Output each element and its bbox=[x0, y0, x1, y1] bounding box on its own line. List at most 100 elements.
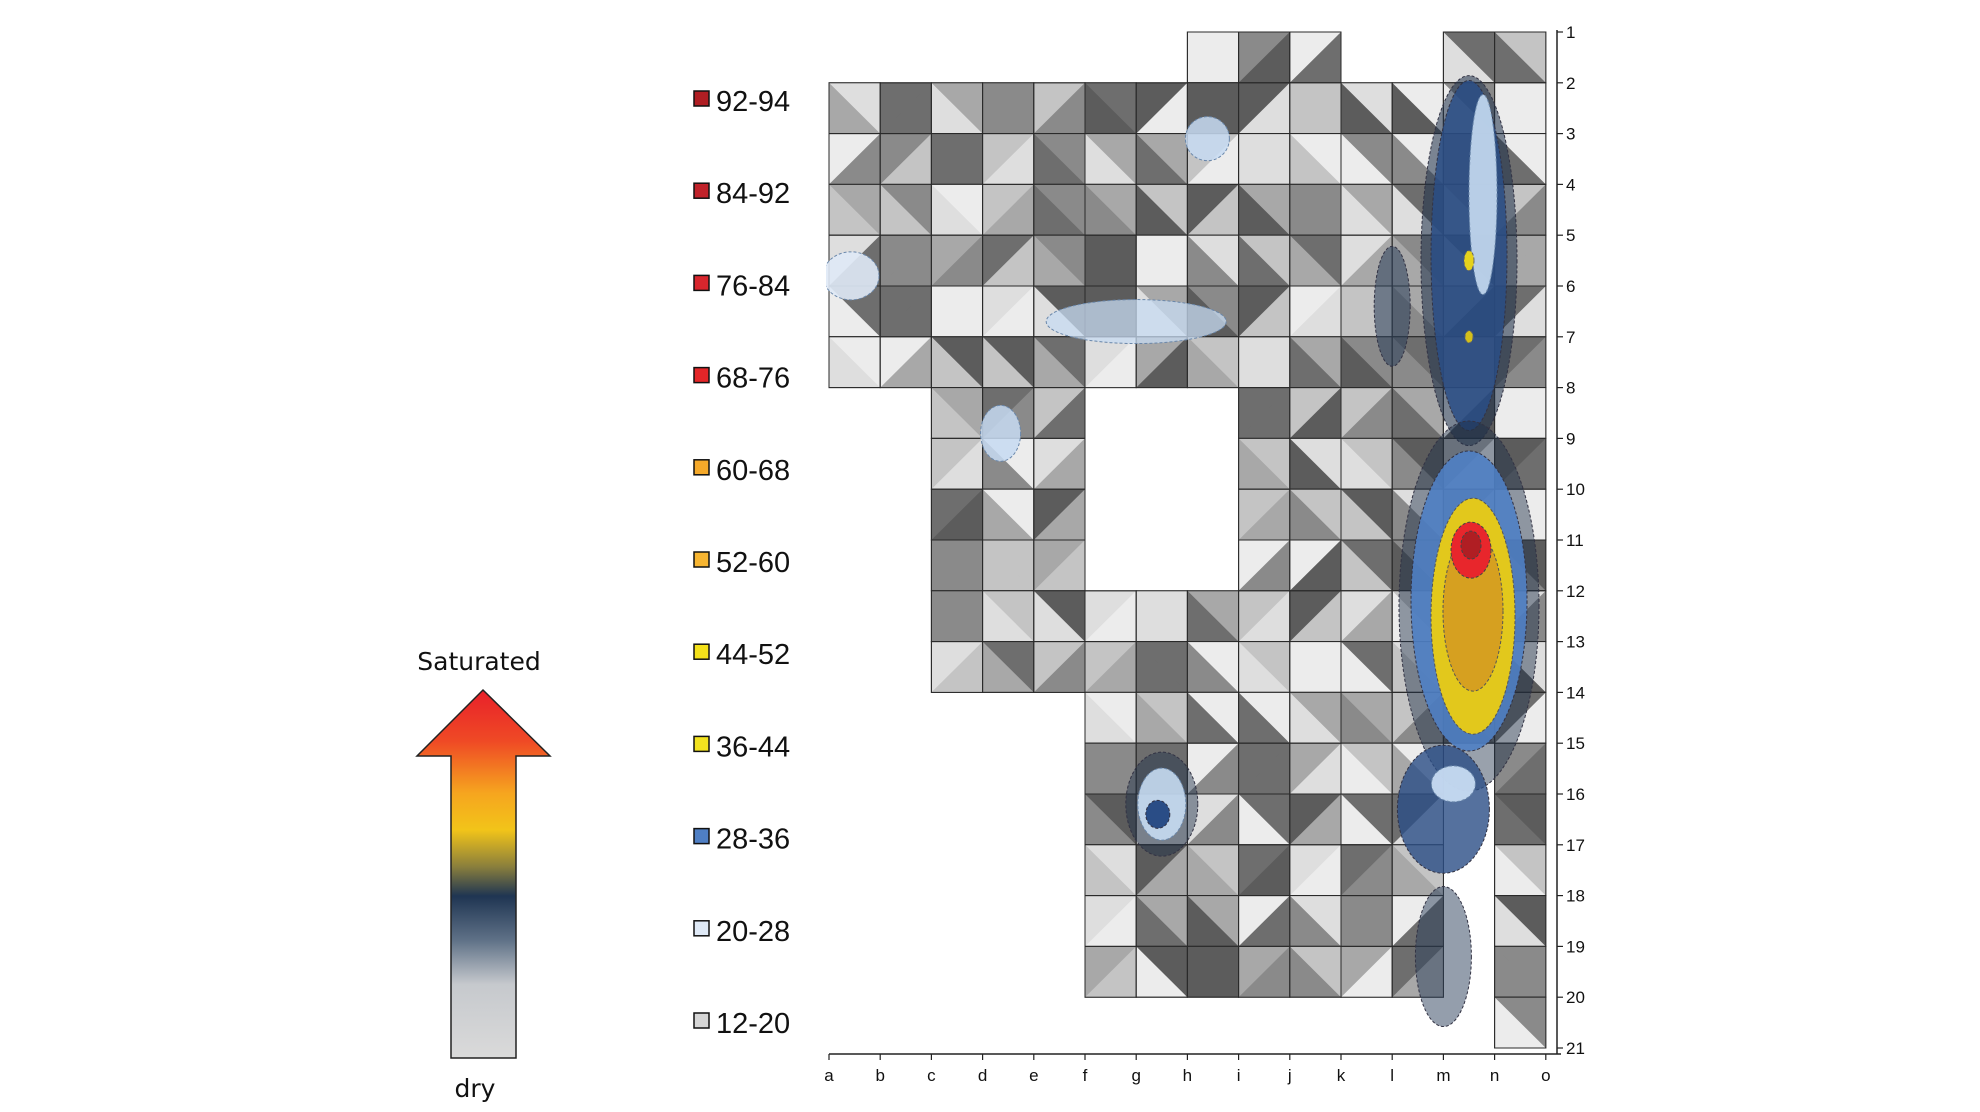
heatmap-cell bbox=[1494, 31, 1547, 84]
heatmap-cell bbox=[1494, 844, 1547, 897]
heatmap-cell bbox=[1340, 590, 1393, 643]
heatmap-cell bbox=[1494, 895, 1547, 947]
scale-arrow-shape bbox=[415, 688, 552, 1059]
moisture-contour bbox=[1414, 886, 1472, 1028]
axes: a b c d e f g h i j k l m n o1234567891011121314151617… bbox=[824, 23, 1585, 1085]
legend-entry: 60-68 bbox=[693, 455, 790, 487]
heatmap-cell bbox=[1135, 945, 1188, 998]
heatmap-cell bbox=[1186, 844, 1240, 897]
heatmap-cell bbox=[1238, 336, 1291, 389]
heatmap-cell bbox=[1033, 641, 1086, 693]
heatmap-cell bbox=[1289, 590, 1342, 643]
heatmap-cell bbox=[1084, 691, 1137, 744]
y-tick-label: 17 bbox=[1566, 836, 1585, 855]
heatmap-cell bbox=[1289, 793, 1342, 846]
heatmap-cell bbox=[1084, 234, 1137, 287]
moisture-contour bbox=[826, 251, 880, 301]
heatmap-cell bbox=[982, 539, 1035, 592]
heatmap-cell bbox=[1238, 488, 1291, 541]
heatmap-cell bbox=[1289, 539, 1342, 592]
heatmap-cell bbox=[1494, 82, 1547, 135]
heatmap-cell bbox=[1033, 82, 1086, 135]
x-tick-label: b bbox=[875, 1066, 884, 1085]
heatmap-cell bbox=[1340, 691, 1393, 744]
heatmap-cell bbox=[930, 641, 984, 693]
heatmap-cell bbox=[930, 590, 984, 643]
heatmap-cell bbox=[1289, 945, 1342, 998]
heatmap-cell bbox=[1033, 234, 1086, 287]
heatmap-cell bbox=[879, 183, 932, 236]
heatmap-cell bbox=[1289, 641, 1342, 693]
heatmap-cell bbox=[1238, 387, 1291, 439]
heatmap-cell bbox=[1186, 183, 1240, 236]
heatmap-cell bbox=[1186, 742, 1240, 795]
y-tick-label: 4 bbox=[1566, 175, 1575, 194]
heatmap-cell bbox=[930, 183, 984, 236]
heatmap-cell bbox=[1238, 31, 1291, 84]
heatmap-cell bbox=[1135, 590, 1188, 643]
scale-arrow: Saturated dry bbox=[415, 647, 552, 1103]
legend-swatch bbox=[693, 1012, 710, 1029]
heatmap-cell bbox=[1238, 539, 1291, 592]
heatmap-cell bbox=[930, 539, 984, 592]
scale-top-label: Saturated bbox=[417, 647, 541, 676]
x-tick-label: h bbox=[1183, 1066, 1192, 1085]
legend-label: 44-52 bbox=[716, 639, 790, 671]
heatmap-cell bbox=[930, 285, 984, 338]
heatmap-cell bbox=[828, 336, 881, 389]
heatmap-cell bbox=[1135, 691, 1188, 744]
heatmap-cell bbox=[1186, 945, 1240, 998]
y-tick-label: 11 bbox=[1566, 531, 1584, 550]
legend-label: 20-28 bbox=[716, 916, 790, 948]
heatmap-cell bbox=[828, 133, 881, 185]
heatmap-cell bbox=[1340, 183, 1393, 236]
heatmap-cell bbox=[1340, 844, 1393, 897]
heatmap-cell bbox=[1084, 895, 1137, 947]
heatmap-cell bbox=[1238, 133, 1291, 185]
heatmap-cell bbox=[1135, 82, 1188, 135]
heatmap-cell bbox=[982, 133, 1035, 185]
heatmap-cell bbox=[982, 183, 1035, 236]
heatmap-cell bbox=[1289, 133, 1342, 185]
moisture-contour bbox=[1373, 245, 1411, 367]
heatmap-cell bbox=[982, 488, 1035, 541]
legend-label: 36-44 bbox=[716, 731, 790, 763]
heatmap-cell bbox=[1033, 539, 1086, 592]
x-tick-label: n bbox=[1490, 1066, 1499, 1085]
y-tick-label: 14 bbox=[1566, 683, 1585, 702]
heatmap-cell bbox=[1238, 793, 1291, 846]
moisture-contour bbox=[1145, 799, 1171, 829]
heatmap-cell bbox=[1289, 31, 1342, 84]
y-tick-label: 16 bbox=[1566, 785, 1585, 804]
moisture-contour bbox=[1184, 116, 1230, 162]
heatmap-cell bbox=[1135, 336, 1188, 389]
heatmap-cell bbox=[1238, 234, 1291, 287]
heatmap-cell bbox=[1033, 387, 1086, 439]
heatmap-cell bbox=[1135, 234, 1188, 287]
x-tick-label: o bbox=[1541, 1066, 1550, 1085]
heatmap-cell bbox=[879, 82, 932, 135]
legend-label: 28-36 bbox=[716, 824, 790, 856]
heatmap-cell bbox=[879, 336, 932, 389]
y-tick-label: 2 bbox=[1566, 74, 1575, 93]
heatmap-cell bbox=[1238, 437, 1291, 490]
x-tick-label: f bbox=[1083, 1066, 1088, 1085]
legend-entry: 12-20 bbox=[693, 1008, 790, 1040]
heatmap-cell bbox=[982, 82, 1035, 135]
heatmap-cell bbox=[1084, 641, 1137, 693]
heatmap-cell bbox=[1289, 336, 1342, 389]
heatmap-cell bbox=[1238, 183, 1291, 236]
heatmap-cell bbox=[1238, 590, 1291, 643]
legend-label: 84-92 bbox=[716, 178, 790, 210]
legend-entry: 84-92 bbox=[693, 178, 790, 210]
legend-entry: 76-84 bbox=[693, 270, 790, 302]
heatmap-cell bbox=[1238, 945, 1291, 998]
heatmap-cell bbox=[930, 234, 984, 287]
x-tick-label: j bbox=[1287, 1066, 1292, 1085]
heatmap-cell bbox=[1084, 742, 1137, 795]
y-tick-label: 19 bbox=[1566, 937, 1585, 956]
heatmap-cell bbox=[1033, 336, 1086, 389]
heatmap-cell bbox=[1494, 742, 1547, 795]
x-tick-label: c bbox=[927, 1066, 936, 1085]
heatmap-cell bbox=[1494, 793, 1547, 846]
